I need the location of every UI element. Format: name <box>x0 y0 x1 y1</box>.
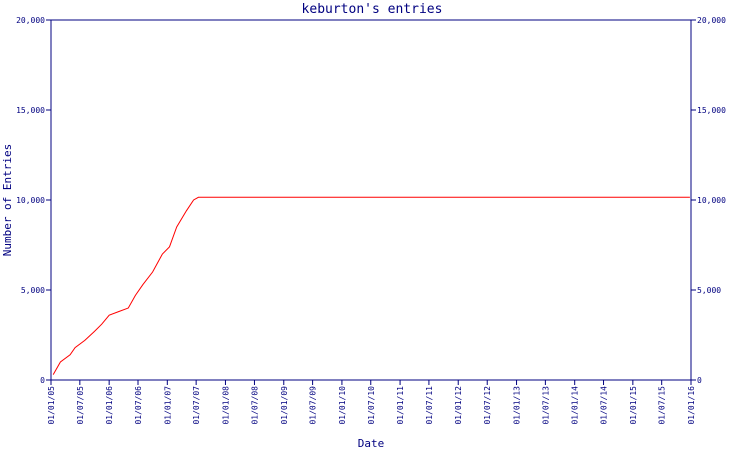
x-tick-label: 01/01/07 <box>163 386 172 425</box>
x-tick-label: 01/01/11 <box>396 386 405 425</box>
y-tick-label-right: 5,000 <box>697 286 721 295</box>
x-tick-label: 01/07/10 <box>367 386 376 425</box>
x-tick-label: 01/01/16 <box>687 386 696 425</box>
y-tick-label-right: 0 <box>697 376 702 385</box>
x-tick-label: 01/01/06 <box>105 386 114 425</box>
y-tick-label-left: 15,000 <box>16 106 45 115</box>
x-tick-label: 01/07/11 <box>425 386 434 425</box>
x-tick-label: 01/01/09 <box>280 386 289 425</box>
plot-area <box>50 19 692 381</box>
x-tick-label: 01/01/13 <box>513 386 522 425</box>
x-tick-label: 01/07/15 <box>658 386 667 425</box>
y-tick-label-left: 0 <box>40 376 45 385</box>
x-tick-label: 01/01/10 <box>338 386 347 425</box>
x-tick-label: 01/07/13 <box>541 386 550 425</box>
y-tick-label-left: 5,000 <box>21 286 45 295</box>
x-tick-label: 01/01/08 <box>221 386 230 425</box>
x-tick-label: 01/01/14 <box>571 386 580 425</box>
x-tick-label: 01/07/14 <box>600 386 609 425</box>
x-tick-label: 01/07/07 <box>192 386 201 425</box>
y-tick-label-right: 15,000 <box>697 106 726 115</box>
y-tick-label-right: 20,000 <box>697 16 726 25</box>
x-tick-label: 01/07/05 <box>76 386 85 425</box>
x-tick-label: 01/01/15 <box>629 386 638 425</box>
x-tick-label: 01/07/09 <box>309 386 318 425</box>
chart-title: keburton's entries <box>302 2 443 17</box>
x-tick-label: 01/07/12 <box>483 386 492 425</box>
ticks-group: 0 0 5,000 5,000 10,000 10,000 15,000 15,000 20,0… <box>16 16 726 425</box>
x-axis-label: Date <box>358 437 385 450</box>
y-axis-label: Number of Entries <box>1 144 14 257</box>
x-tick-label: 01/01/12 <box>454 386 463 425</box>
x-tick-label: 01/07/06 <box>134 386 143 425</box>
y-tick-label-left: 20,000 <box>16 16 45 25</box>
y-tick-label-left: 10,000 <box>16 196 45 205</box>
series-line <box>52 196 690 375</box>
x-tick-label: 01/01/05 <box>47 386 56 425</box>
y-tick-label-right: 10,000 <box>697 196 726 205</box>
x-tick-label: 01/07/08 <box>250 386 259 425</box>
